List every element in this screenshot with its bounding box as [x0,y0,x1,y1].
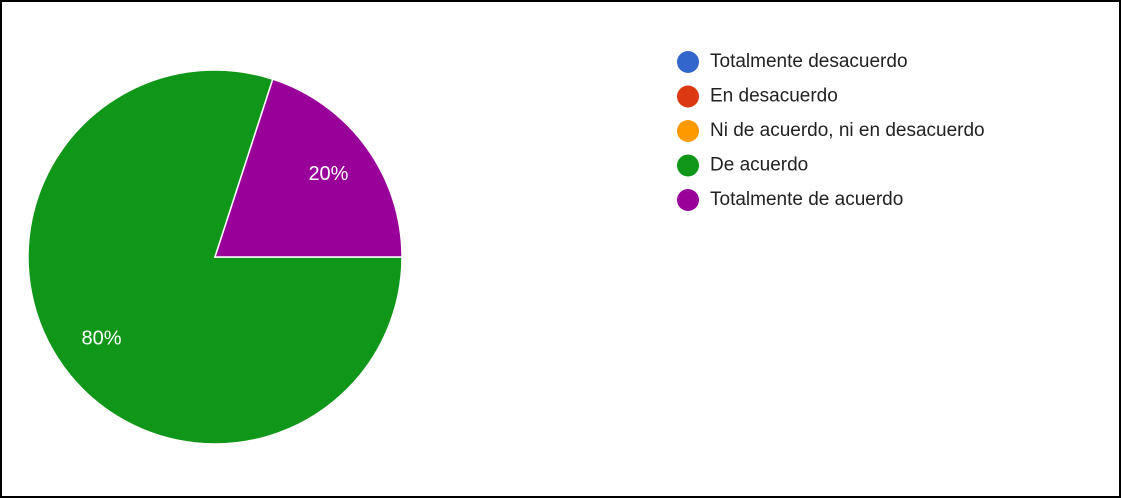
legend-label: Totalmente de acuerdo [710,189,903,210]
legend-label: Totalmente desacuerdo [710,51,908,72]
legend-swatch [677,51,699,73]
slice-label: 80% [82,328,122,350]
legend-swatch [677,85,699,108]
legend-swatch [677,120,699,142]
legend-label: En desacuerdo [710,86,838,107]
pie-slice [213,78,403,258]
slice-label: 20% [308,163,348,185]
legend-swatch [677,189,699,211]
legend-label: Ni de acuerdo, ni en desacuerdo [710,120,985,141]
legend-swatch [677,154,699,177]
legend-label: De acuerdo [710,155,808,176]
